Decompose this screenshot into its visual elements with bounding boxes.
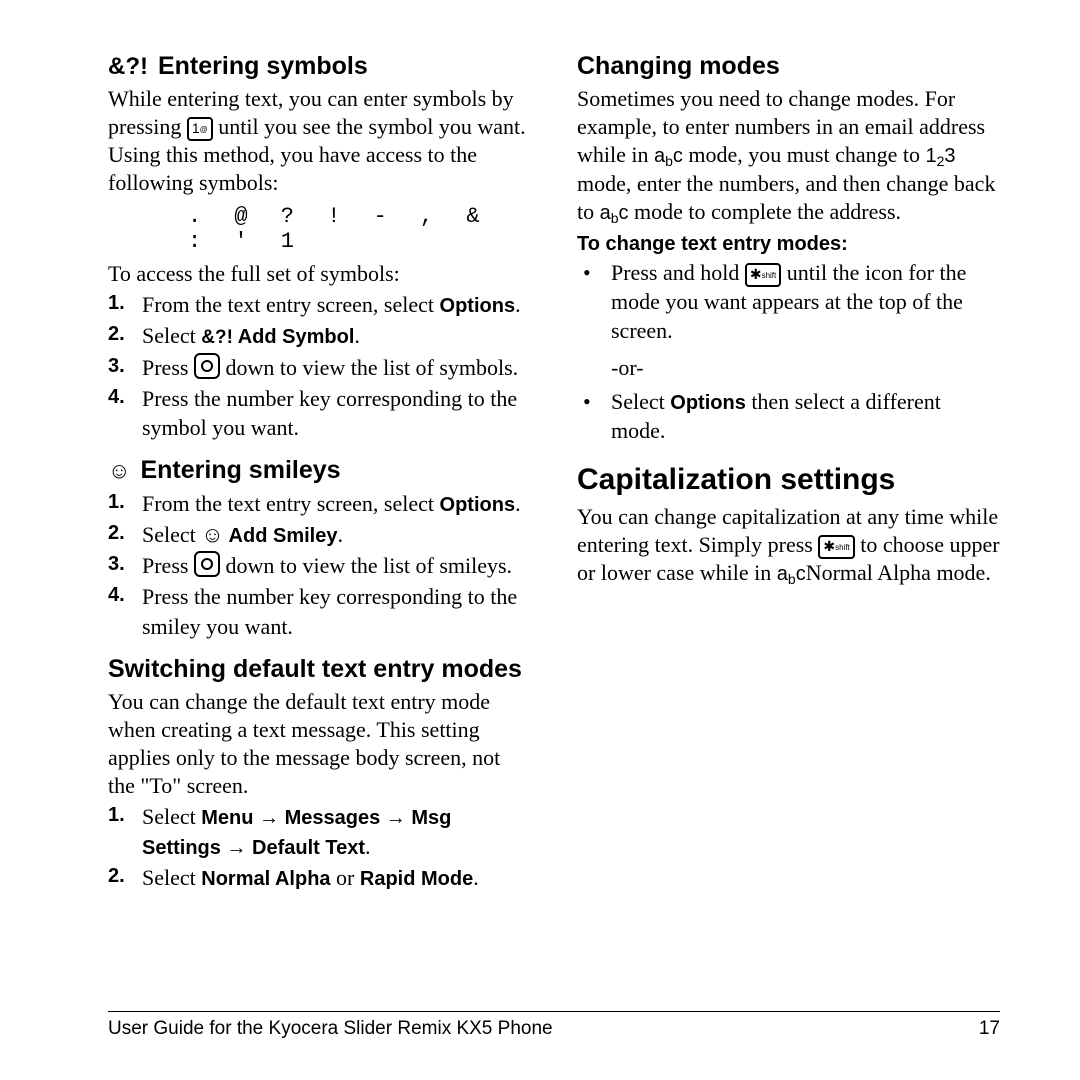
manual-page: &?! Entering symbols While entering text… xyxy=(0,0,1080,1080)
right-column: Changing modes Sometimes you need to cha… xyxy=(577,52,1000,1011)
heading-entering-symbols: &?! Entering symbols xyxy=(108,52,531,81)
smiley-mode-icon: ☺ xyxy=(108,460,130,482)
symbols-mode-icon: &?! xyxy=(201,327,233,348)
smiley-mode-icon: ☺ xyxy=(201,522,223,547)
or-separator: -or- xyxy=(611,355,1000,381)
symbols-mode-icon: &?! xyxy=(108,53,148,81)
abc-mode-icon: abc xyxy=(600,202,629,224)
heading-changing-modes: Changing modes xyxy=(577,52,1000,81)
symbols-steps: From the text entry screen, select Optio… xyxy=(108,290,531,442)
123-mode-icon: 123 xyxy=(926,145,956,167)
heading-text: Entering symbols xyxy=(158,52,368,81)
star-shift-key-icon: ✱shift xyxy=(818,535,854,559)
changing-bullets-2: Select Options then select a different m… xyxy=(577,387,1000,445)
one-key-icon: 1@ xyxy=(187,117,213,141)
heading-switching-modes: Switching default text entry modes xyxy=(108,655,531,684)
list-item: From the text entry screen, select Optio… xyxy=(108,290,531,319)
page-number: 17 xyxy=(979,1018,1000,1040)
footer-title: User Guide for the Kyocera Slider Remix … xyxy=(108,1018,553,1040)
list-item: Press down to view the list of symbols. xyxy=(108,353,531,382)
heading-capitalization: Capitalization settings xyxy=(577,463,1000,497)
changing-bullets: Press and hold ✱shift until the icon for… xyxy=(577,258,1000,345)
symbols-paragraph-1: While entering text, you can enter symbo… xyxy=(108,85,531,198)
abc-mode-icon: abc xyxy=(654,145,683,167)
heading-text: Changing modes xyxy=(577,52,780,81)
list-item: Press the number key corresponding to th… xyxy=(108,384,531,442)
list-item: Select Normal Alpha or Rapid Mode. xyxy=(108,863,531,892)
changing-paragraph: Sometimes you need to change modes. For … xyxy=(577,85,1000,227)
heading-entering-smileys: ☺ Entering smileys xyxy=(108,456,531,485)
star-shift-key-icon: ✱shift xyxy=(745,263,781,287)
list-item: From the text entry screen, select Optio… xyxy=(108,489,531,518)
list-item: Press and hold ✱shift until the icon for… xyxy=(577,258,1000,345)
abc-mode-icon: abc xyxy=(777,563,806,585)
heading-text: Entering smileys xyxy=(140,456,340,485)
symbols-paragraph-2: To access the full set of symbols: xyxy=(108,260,531,288)
switching-steps: Select Menu → Messages → Msg Settings → … xyxy=(108,802,531,892)
list-item: Select Options then select a different m… xyxy=(577,387,1000,445)
list-item: Select Menu → Messages → Msg Settings → … xyxy=(108,802,531,861)
nav-key-icon xyxy=(194,551,220,577)
left-column: &?! Entering symbols While entering text… xyxy=(108,52,531,1011)
nav-key-icon xyxy=(194,353,220,379)
symbol-row: . @ ? ! - , & : ' 1 xyxy=(188,204,531,254)
list-item: Press the number key corresponding to th… xyxy=(108,582,531,640)
page-footer: User Guide for the Kyocera Slider Remix … xyxy=(108,1011,1000,1040)
smileys-steps: From the text entry screen, select Optio… xyxy=(108,489,531,641)
list-item: Press down to view the list of smileys. xyxy=(108,551,531,580)
switching-paragraph: You can change the default text entry mo… xyxy=(108,688,531,801)
list-item: Select ☺ Add Smiley. xyxy=(108,520,531,549)
list-item: Select &?! Add Symbol. xyxy=(108,321,531,350)
two-column-layout: &?! Entering symbols While entering text… xyxy=(108,52,1000,1011)
caps-paragraph: You can change capitalization at any tim… xyxy=(577,503,1000,588)
subhead-change-modes: To change text entry modes: xyxy=(577,233,1000,256)
heading-text: Switching default text entry modes xyxy=(108,655,522,684)
